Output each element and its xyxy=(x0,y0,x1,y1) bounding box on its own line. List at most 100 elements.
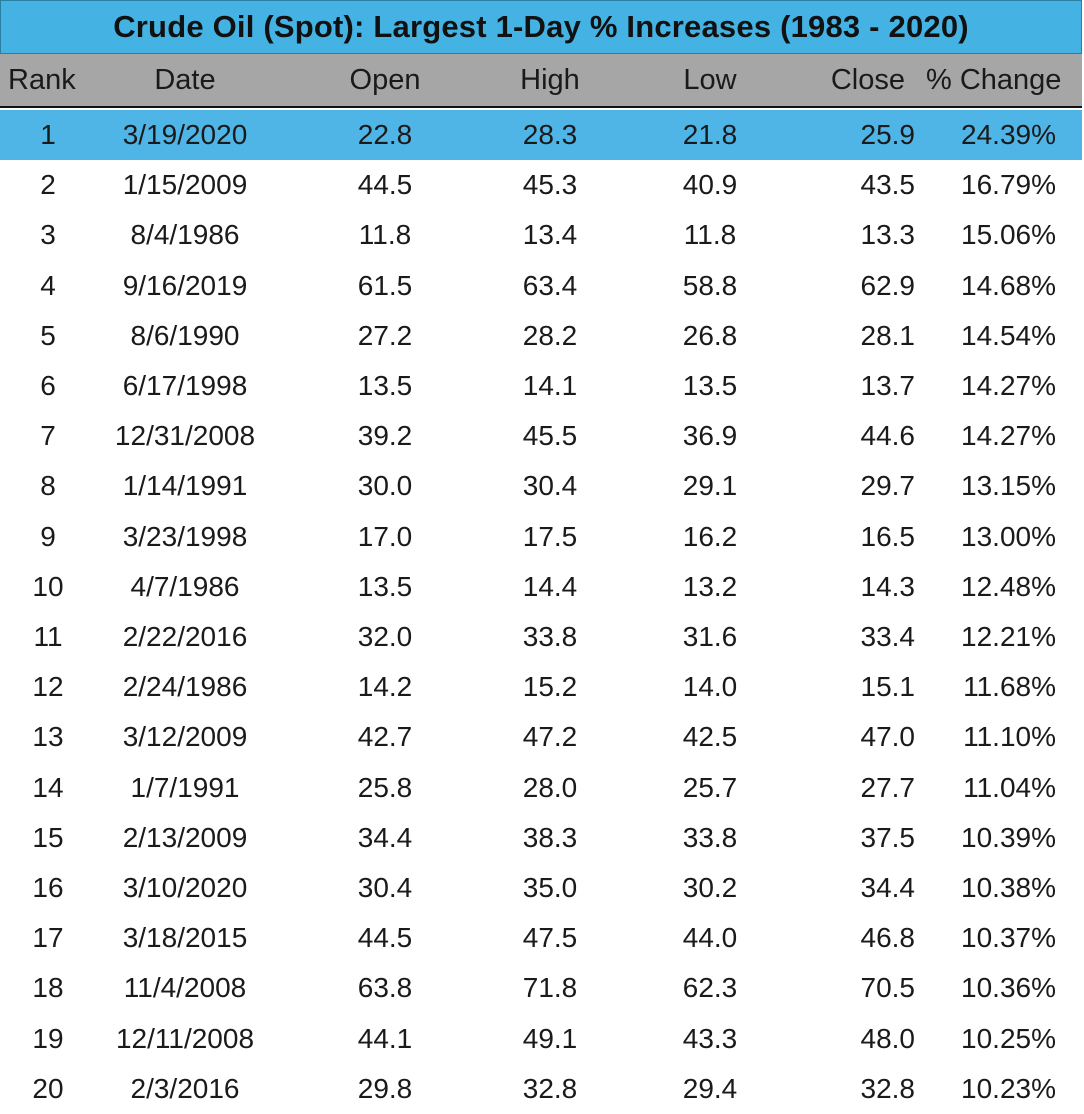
cell-pct-change[interactable]: 16.79% xyxy=(961,169,1056,201)
cell-high[interactable]: 49.1 xyxy=(522,1022,578,1054)
header-open[interactable]: Open xyxy=(349,63,421,96)
cell-date[interactable]: 3/10/2020 xyxy=(122,872,248,903)
cell-high[interactable]: 28.2 xyxy=(522,319,578,351)
cell-pct-change[interactable]: 10.25% xyxy=(961,1022,1056,1054)
header-low[interactable]: Low xyxy=(683,63,737,96)
cell-close[interactable]: 16.5 xyxy=(860,520,916,552)
cell-high[interactable]: 45.5 xyxy=(522,420,578,452)
table-row[interactable]: 7 12/31/2008 39.2 45.5 36.9 44.6 14.27% xyxy=(0,411,1082,461)
cell-low[interactable]: 13.5 xyxy=(682,370,738,401)
table-row[interactable]: 15 2/13/2009 34.4 38.3 33.8 37.5 10.39% xyxy=(0,813,1082,863)
cell-close[interactable]: 25.9 xyxy=(860,119,916,150)
cell-close[interactable]: 14.3 xyxy=(860,570,916,602)
cell-open[interactable]: 29.8 xyxy=(357,1072,413,1104)
cell-date[interactable]: 3/19/2020 xyxy=(122,119,248,150)
cell-open[interactable]: 44.5 xyxy=(357,922,413,954)
cell-open[interactable]: 25.8 xyxy=(357,771,413,803)
cell-rank[interactable]: 19 xyxy=(32,1022,64,1054)
cell-high[interactable]: 33.8 xyxy=(522,621,578,652)
cell-rank[interactable]: 6 xyxy=(40,370,56,401)
cell-open[interactable]: 39.2 xyxy=(357,420,413,452)
cell-open[interactable]: 61.5 xyxy=(357,269,413,301)
cell-pct-change[interactable]: 13.00% xyxy=(961,520,1056,552)
cell-rank[interactable]: 10 xyxy=(32,570,64,602)
cell-rank[interactable]: 16 xyxy=(32,872,64,903)
table-row[interactable]: 16 3/10/2020 30.4 35.0 30.2 34.4 10.38% xyxy=(0,863,1082,913)
cell-date[interactable]: 6/17/1998 xyxy=(122,370,248,401)
cell-close[interactable]: 13.7 xyxy=(860,370,916,401)
cell-close[interactable]: 62.9 xyxy=(860,269,916,301)
cell-pct-change[interactable]: 15.06% xyxy=(961,219,1056,251)
cell-low[interactable]: 21.8 xyxy=(682,119,738,150)
table-row[interactable]: 8 1/14/1991 30.0 30.4 29.1 29.7 13.15% xyxy=(0,461,1082,511)
header-high[interactable]: High xyxy=(520,63,580,96)
cell-rank[interactable]: 15 xyxy=(32,821,64,853)
table-row[interactable]: 18 11/4/2008 63.8 71.8 62.3 70.5 10.36% xyxy=(0,963,1082,1013)
cell-close[interactable]: 43.5 xyxy=(860,169,916,201)
cell-open[interactable]: 34.4 xyxy=(357,821,413,853)
cell-close[interactable]: 48.0 xyxy=(860,1022,916,1054)
cell-high[interactable]: 15.2 xyxy=(522,671,578,703)
cell-pct-change[interactable]: 24.39% xyxy=(961,119,1056,150)
cell-close[interactable]: 47.0 xyxy=(860,721,916,753)
cell-low[interactable]: 16.2 xyxy=(682,520,738,552)
cell-open[interactable]: 63.8 xyxy=(357,972,413,1004)
cell-open[interactable]: 42.7 xyxy=(357,721,413,753)
table-row[interactable]: 1 3/19/2020 22.8 28.3 21.8 25.9 24.39% xyxy=(0,110,1082,160)
cell-high[interactable]: 71.8 xyxy=(522,972,578,1004)
cell-pct-change[interactable]: 14.27% xyxy=(961,420,1056,452)
cell-pct-change[interactable]: 10.36% xyxy=(961,972,1056,1004)
cell-close[interactable]: 15.1 xyxy=(860,671,916,703)
cell-date[interactable]: 2/13/2009 xyxy=(122,821,248,853)
cell-high[interactable]: 45.3 xyxy=(522,169,578,201)
table-row[interactable]: 12 2/24/1986 14.2 15.2 14.0 15.1 11.68% xyxy=(0,662,1082,712)
cell-pct-change[interactable]: 10.23% xyxy=(961,1072,1056,1104)
cell-date[interactable]: 3/23/1998 xyxy=(122,520,248,552)
cell-low[interactable]: 13.2 xyxy=(682,570,738,602)
cell-low[interactable]: 36.9 xyxy=(682,420,738,452)
cell-pct-change[interactable]: 12.21% xyxy=(961,621,1056,652)
cell-low[interactable]: 29.1 xyxy=(682,470,738,502)
cell-open[interactable]: 13.5 xyxy=(357,370,413,401)
cell-pct-change[interactable]: 10.37% xyxy=(961,922,1056,954)
cell-low[interactable]: 30.2 xyxy=(682,872,738,903)
cell-high[interactable]: 14.1 xyxy=(522,370,578,401)
table-row[interactable]: 10 4/7/1986 13.5 14.4 13.2 14.3 12.48% xyxy=(0,562,1082,612)
cell-open[interactable]: 30.0 xyxy=(357,470,413,502)
cell-high[interactable]: 32.8 xyxy=(522,1072,578,1104)
cell-date[interactable]: 1/15/2009 xyxy=(122,169,248,201)
cell-low[interactable]: 26.8 xyxy=(682,319,738,351)
cell-rank[interactable]: 4 xyxy=(40,269,56,301)
cell-close[interactable]: 37.5 xyxy=(860,821,916,853)
cell-low[interactable]: 31.6 xyxy=(682,621,738,652)
cell-close[interactable]: 46.8 xyxy=(860,922,916,954)
cell-pct-change[interactable]: 12.48% xyxy=(961,570,1056,602)
cell-pct-change[interactable]: 11.68% xyxy=(963,671,1056,703)
cell-date[interactable]: 4/7/1986 xyxy=(130,570,240,602)
cell-close[interactable]: 13.3 xyxy=(860,219,916,251)
cell-rank[interactable]: 9 xyxy=(40,520,56,552)
cell-open[interactable]: 44.5 xyxy=(357,169,413,201)
cell-close[interactable]: 29.7 xyxy=(860,470,916,502)
cell-rank[interactable]: 14 xyxy=(32,771,64,803)
cell-close[interactable]: 32.8 xyxy=(860,1072,916,1104)
cell-rank[interactable]: 5 xyxy=(40,319,56,351)
cell-open[interactable]: 30.4 xyxy=(357,872,413,903)
cell-open[interactable]: 17.0 xyxy=(357,520,413,552)
cell-low[interactable]: 25.7 xyxy=(682,771,738,803)
table-row[interactable]: 6 6/17/1998 13.5 14.1 13.5 13.7 14.27% xyxy=(0,361,1082,411)
cell-rank[interactable]: 17 xyxy=(32,922,64,954)
cell-open[interactable]: 11.8 xyxy=(358,219,412,251)
cell-high[interactable]: 47.5 xyxy=(522,922,578,954)
cell-low[interactable]: 33.8 xyxy=(682,821,738,853)
table-row[interactable]: 9 3/23/1998 17.0 17.5 16.2 16.5 13.00% xyxy=(0,512,1082,562)
cell-close[interactable]: 33.4 xyxy=(860,621,916,652)
table-row[interactable]: 19 12/11/2008 44.1 49.1 43.3 48.0 10.25% xyxy=(0,1014,1082,1064)
cell-rank[interactable]: 20 xyxy=(32,1072,64,1104)
cell-rank[interactable]: 18 xyxy=(32,972,64,1004)
header-pct-change[interactable]: % Change xyxy=(926,63,1062,96)
cell-low[interactable]: 44.0 xyxy=(682,922,738,954)
table-row[interactable]: 14 1/7/1991 25.8 28.0 25.7 27.7 11.04% xyxy=(0,763,1082,813)
cell-date[interactable]: 2/24/1986 xyxy=(122,671,248,703)
cell-open[interactable]: 22.8 xyxy=(357,119,413,150)
